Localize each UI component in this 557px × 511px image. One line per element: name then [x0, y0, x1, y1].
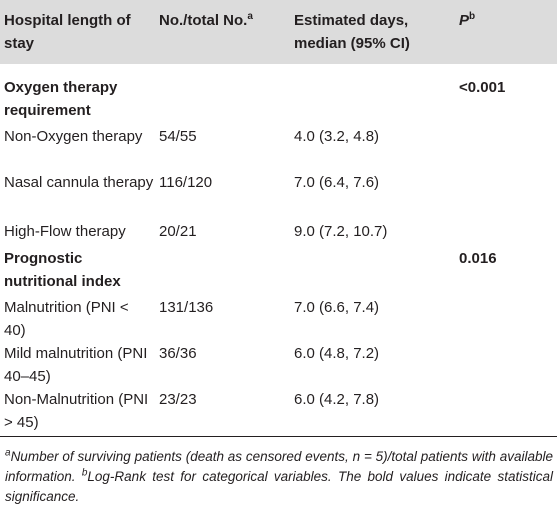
- footnote-a-text: Number of surviving patients (death as c…: [5, 449, 553, 484]
- row-count: 131/136: [159, 299, 214, 316]
- row-name: Non-Oxygen therapy: [4, 128, 143, 145]
- header-p-footnote-marker: b: [469, 11, 476, 22]
- row-estimate: 7.0 (6.4, 7.6): [294, 174, 380, 191]
- row-name: Malnutrition (PNI < 40): [4, 299, 129, 339]
- header-p-value: Pb: [459, 9, 549, 32]
- row-estimate: 4.0 (3.2, 4.8): [294, 128, 380, 145]
- footnote-marker-b: b: [81, 467, 88, 479]
- group-p-oxygen: <0.001: [459, 79, 506, 96]
- row-estimate: 6.0 (4.2, 7.8): [294, 391, 380, 408]
- header-length-of-stay: Hospital length of stay: [4, 12, 131, 52]
- row-count: 20/21: [159, 223, 197, 240]
- group-label-oxygen: Oxygen therapy requirement: [4, 79, 118, 119]
- header-count-label: No./total No.: [159, 12, 248, 29]
- row-estimate: 6.0 (4.8, 7.2): [294, 345, 380, 362]
- table-header: Hospital length of stay No./total No.a E…: [0, 0, 557, 64]
- group-p-pni: 0.016: [459, 250, 497, 267]
- row-name: Nasal cannula therapy: [4, 174, 154, 191]
- row-count: 36/36: [159, 345, 197, 362]
- row-name: High-Flow therapy: [4, 223, 126, 240]
- row-name: Mild malnutrition (PNI 40–45): [4, 345, 148, 385]
- header-p-label: P: [459, 12, 470, 29]
- row-count: 23/23: [159, 391, 197, 408]
- header-count: No./total No.a: [159, 9, 283, 32]
- row-count: 116/120: [159, 174, 213, 191]
- row-estimate: 9.0 (7.2, 10.7): [294, 223, 388, 240]
- table-footnote: aNumber of surviving patients (death as …: [5, 447, 553, 507]
- footnote-marker-a: a: [5, 447, 11, 459]
- header-count-footnote-marker: a: [247, 11, 253, 22]
- table-bottom-rule: [0, 436, 557, 437]
- row-count: 54/55: [159, 128, 197, 145]
- footnote-b-text: Log-Rank test for categorical variables.…: [5, 469, 553, 504]
- header-estimate: Estimated days, median (95% CI): [294, 12, 410, 52]
- group-label-pni: Prognostic nutritional index: [4, 250, 121, 290]
- row-estimate: 7.0 (6.6, 7.4): [294, 299, 380, 316]
- row-name: Non-Malnutrition (PNI > 45): [4, 391, 149, 431]
